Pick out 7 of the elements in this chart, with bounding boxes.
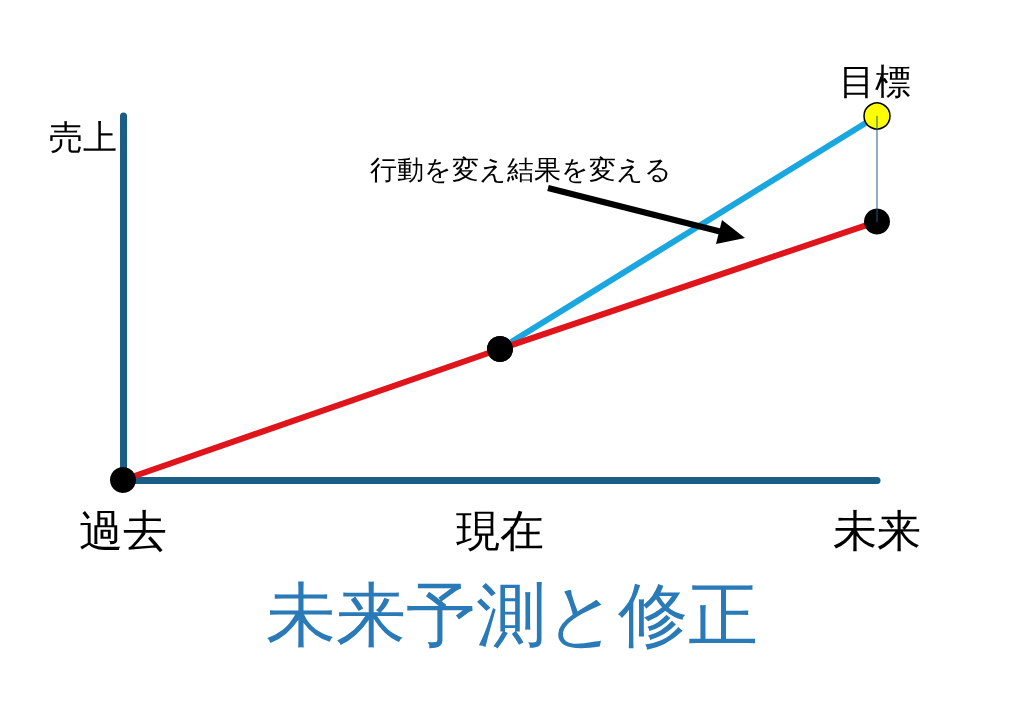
x-tick-label: 未来: [833, 504, 921, 556]
annotation: 目標: [839, 60, 911, 104]
text: 未来予測と修正: [266, 574, 758, 656]
x-tick-label: 現在: [456, 504, 544, 556]
x-tick-label: 過去: [79, 504, 167, 556]
annotation: 行動を変え結果を変える: [370, 153, 672, 187]
y-axis-title: 売上: [49, 117, 117, 157]
